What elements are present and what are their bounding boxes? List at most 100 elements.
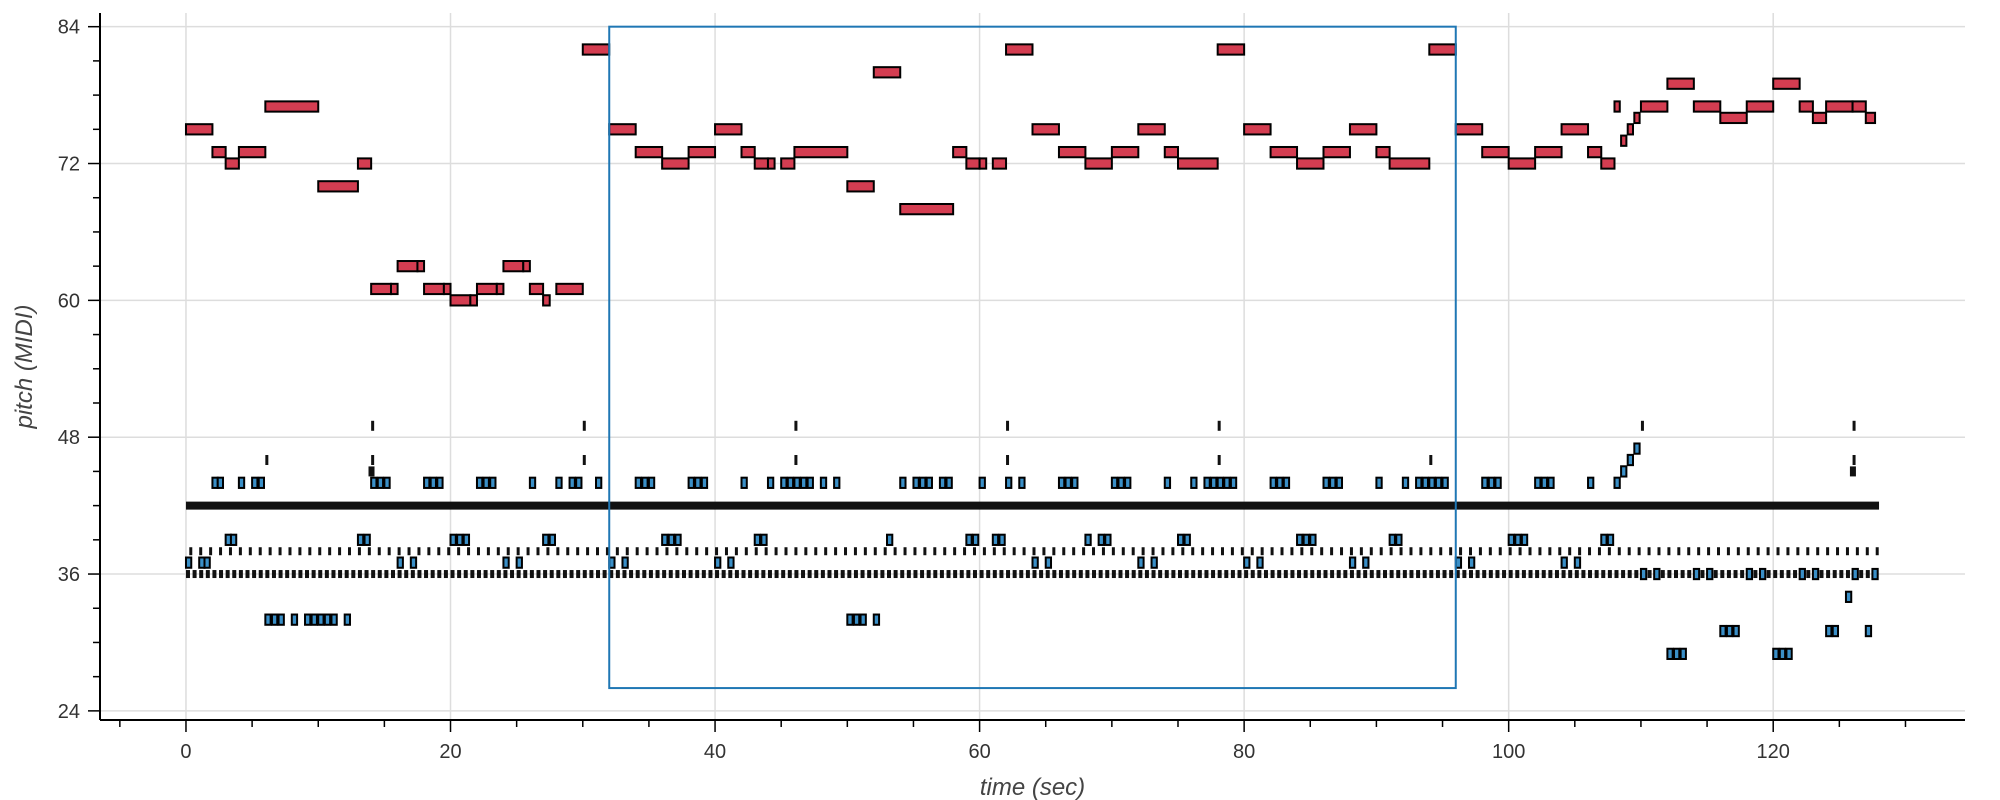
accompaniment-note	[277, 613, 285, 626]
snare-hit	[1399, 547, 1403, 556]
kick-drum-hit	[668, 570, 673, 579]
snare-hit	[397, 547, 401, 556]
x-tick-label: 40	[704, 741, 726, 763]
accompaniment-note	[456, 533, 464, 546]
accompaniment-note	[1467, 556, 1476, 569]
tom-hit	[1429, 455, 1433, 466]
accompaniment-note	[1110, 476, 1119, 489]
accompaniment-note	[1348, 556, 1357, 569]
kick-drum-hit	[258, 570, 263, 579]
accompaniment-note	[1758, 567, 1767, 581]
melody-note	[1243, 123, 1272, 136]
kick-drum-hit	[814, 570, 819, 579]
snare-hit	[883, 547, 887, 556]
melody-note	[184, 123, 214, 136]
accompaniment-note	[1229, 476, 1238, 489]
snare-hit	[1230, 547, 1234, 556]
kick-drum-hit	[655, 570, 660, 579]
accompaniment-note	[1428, 476, 1436, 489]
accompaniment-note	[1520, 533, 1529, 546]
kick-drum-hit	[1462, 570, 1467, 579]
kick-drum-hit	[457, 570, 462, 579]
accompaniment-note	[290, 613, 299, 626]
snare-hit	[853, 547, 857, 556]
melody-note	[1110, 145, 1140, 159]
melody-note	[1084, 157, 1113, 170]
snare-hit	[209, 547, 213, 556]
kick-drum-hit	[476, 570, 481, 579]
snare-hit	[844, 547, 848, 556]
snare-hit	[596, 547, 600, 556]
accompaniment-note	[793, 476, 801, 489]
kick-drum-hit	[946, 570, 951, 579]
kick-drum-hit	[252, 570, 257, 579]
melody-note	[224, 157, 240, 170]
kick-drum-hit	[1634, 570, 1639, 579]
melody-note	[1825, 100, 1854, 113]
kick-drum-hit	[1839, 570, 1844, 579]
melody-note	[1428, 43, 1457, 56]
kick-drum-hit	[913, 570, 918, 579]
kick-drum-hit	[1574, 570, 1579, 579]
snare-hit	[992, 547, 996, 556]
accompaniment-note	[370, 476, 378, 489]
snare-hit	[1101, 547, 1105, 556]
x-axis-title: time (sec)	[980, 774, 1085, 800]
kick-drum-hit	[754, 570, 759, 579]
accompaniment-note	[1395, 533, 1403, 546]
kick-drum-hit	[1012, 570, 1017, 579]
snare-hit	[278, 547, 282, 556]
accompaniment-note	[859, 613, 867, 626]
melody-note	[1633, 111, 1641, 125]
kick-drum-hit	[1468, 570, 1473, 579]
kick-drum-hit	[992, 570, 997, 579]
kick-drum-hit	[675, 570, 680, 579]
accompaniment-note	[1335, 476, 1344, 489]
accompaniment-note	[998, 533, 1006, 546]
accompaniment-note	[965, 533, 973, 546]
kick-drum-hit	[556, 570, 561, 579]
kick-drum-hit	[807, 570, 812, 579]
accompaniment-note	[264, 613, 272, 626]
accompaniment-note	[1401, 476, 1410, 489]
kick-drum-hit	[596, 570, 601, 579]
snare-hit	[536, 547, 540, 556]
y-axis-title: pitch (MIDI)	[11, 304, 38, 429]
kick-drum-hit	[351, 570, 356, 579]
accompaniment-note	[912, 476, 920, 489]
kick-drum-hit	[728, 570, 733, 579]
kick-drum-hit	[523, 570, 528, 579]
snare-hit	[248, 547, 252, 556]
accompaniment-note	[1560, 556, 1568, 569]
kick-drum-hit	[999, 570, 1004, 579]
melody-note	[1137, 123, 1166, 136]
kick-drum-hit	[906, 570, 911, 579]
accompaniment-note	[647, 476, 656, 489]
accompaniment-note	[229, 533, 238, 546]
kick-drum-hit	[1138, 570, 1143, 579]
melody-note	[370, 282, 392, 296]
kick-drum-hit	[536, 570, 541, 579]
snare-hit	[1528, 547, 1532, 556]
snare-hit	[228, 547, 232, 556]
snare-hit	[923, 547, 927, 556]
kick-drum-hit	[397, 570, 402, 579]
kick-drum-hit	[853, 570, 858, 579]
snare-hit	[526, 547, 530, 556]
kick-drum-hit	[1369, 570, 1374, 579]
accompaniment-note	[1487, 476, 1496, 489]
snare-hit	[1052, 547, 1056, 556]
kick-drum-hit	[1726, 570, 1731, 579]
kick-drum-hit	[701, 570, 706, 579]
kick-drum-hit	[1131, 570, 1136, 579]
melody-note	[1454, 123, 1484, 136]
melody-note	[846, 180, 875, 193]
accompaniment-note	[1388, 533, 1396, 546]
kick-drum-hit	[589, 570, 594, 579]
accompaniment-note	[1005, 476, 1013, 489]
snare-hit	[1349, 547, 1353, 556]
kick-drum-hit	[1502, 570, 1507, 579]
melody-note	[416, 260, 426, 273]
accompaniment-note	[634, 476, 642, 489]
kick-drum-hit	[695, 570, 700, 579]
